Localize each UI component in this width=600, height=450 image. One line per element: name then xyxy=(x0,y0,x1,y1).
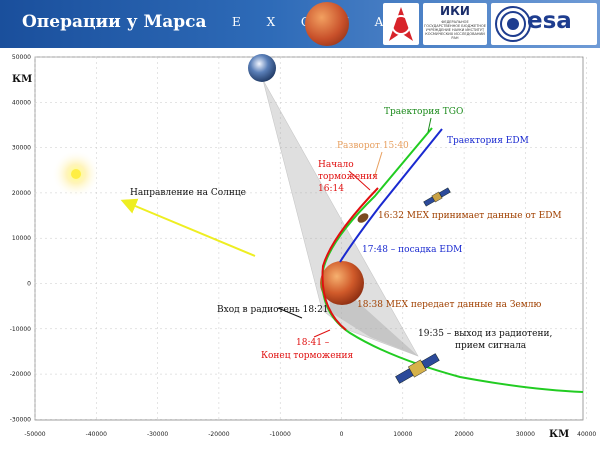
mex-receives-label: 16:32 MEX принимает данные от EDM xyxy=(378,211,562,221)
y-tick-label: 40000 xyxy=(12,99,31,106)
y-tick-label: 10000 xyxy=(12,235,31,242)
tgo-spacecraft-icon xyxy=(395,353,440,384)
sun-core xyxy=(71,169,81,179)
braking-start-label-3: 16:14 xyxy=(318,184,344,194)
braking-start-label-1: Начало xyxy=(318,160,354,170)
iki-logo xyxy=(423,3,487,45)
braking-start-label-2: торможения xyxy=(318,172,378,182)
y-tick-label: -20000 xyxy=(10,371,31,378)
edm-landing-label: 17:48 – посадка EDM xyxy=(362,245,462,255)
x-tick-label: 0 xyxy=(340,431,344,438)
mars-banner-icon xyxy=(305,2,349,46)
y-tick-label: 0 xyxy=(27,281,31,288)
y-axis-unit: КМ xyxy=(12,74,32,85)
turn-pointer xyxy=(373,151,383,179)
tgo-trajectory-label: Траектория TGO xyxy=(384,107,463,117)
orbit-diagram: -50000 -40000 -30000 -20000 -10000 0 10000 2000… xyxy=(10,54,597,440)
radio-entry-pointer xyxy=(277,307,303,319)
x-tick-label: 40000 xyxy=(577,431,596,438)
x-tick-label: 20000 xyxy=(455,431,474,438)
radio-shadow-entry-label: Вход в радиотень 18:21 xyxy=(217,305,329,315)
esa-logo xyxy=(491,3,597,45)
earth-icon xyxy=(248,54,276,82)
esa-logo-text: esa xyxy=(527,8,572,34)
turn-label: Разворот 15:40 xyxy=(337,141,409,151)
mex-transmits-label: 18:38 MEX передает данные на Землю xyxy=(357,300,541,310)
braking-end-label-1: 18:41 – xyxy=(296,338,330,348)
edm-capsule-icon xyxy=(357,213,369,223)
braking-start-pointer xyxy=(348,170,371,191)
x-tick-label: 30000 xyxy=(516,431,535,438)
x-tick-label: -10000 xyxy=(270,431,291,438)
slide-header: Операции у Марса E X O M A R S ИКИ ФЕДЕР… xyxy=(0,0,600,48)
edm-trajectory-label: Траектория EDM xyxy=(447,136,529,146)
mars-icon xyxy=(320,261,364,305)
x-tick-label: -20000 xyxy=(208,431,229,438)
x-tick-label: 10000 xyxy=(393,431,412,438)
iki-logo-text: ИКИ xyxy=(440,4,470,18)
x-tick-label: -40000 xyxy=(86,431,107,438)
y-tick-label: -10000 xyxy=(10,326,31,333)
x-axis-unit: КМ xyxy=(549,429,569,440)
signal-cone xyxy=(262,79,419,357)
sun-direction-arrow xyxy=(120,198,256,257)
braking-segment xyxy=(321,187,379,331)
edm-trajectory xyxy=(339,128,443,263)
slide-title: Операции у Марса xyxy=(22,12,207,32)
y-tick-label: -30000 xyxy=(10,416,31,423)
mex-spacecraft-icon xyxy=(423,187,451,207)
tgo-trajectory xyxy=(321,127,584,393)
roscosmos-logo xyxy=(383,3,419,45)
braking-end-pointer xyxy=(313,329,331,338)
iki-logo-subtitle: ФЕДЕРАЛЬНОЕ ГОСУДАРСТВЕННОЕ БЮДЖЕТНОЕ УЧ… xyxy=(424,20,486,40)
axis-ticks: -50000 -40000 -30000 -20000 -10000 0 10000 2000… xyxy=(10,54,597,438)
y-tick-label: 30000 xyxy=(12,145,31,152)
braking-end-label-2: Конец торможения xyxy=(261,351,354,361)
sun-direction-label: Направление на Солнце xyxy=(130,188,246,198)
x-tick-label: -30000 xyxy=(147,431,168,438)
x-tick-label: -50000 xyxy=(24,431,45,438)
radio-shadow-exit-label-1: 19:35 – выход из радиотени, xyxy=(418,329,552,339)
y-tick-label: 20000 xyxy=(12,190,31,197)
tgo-pointer xyxy=(427,117,432,133)
y-tick-label: 50000 xyxy=(12,54,31,61)
radio-shadow-exit-label-2: прием сигнала xyxy=(455,341,527,351)
plot-grid xyxy=(34,56,587,421)
